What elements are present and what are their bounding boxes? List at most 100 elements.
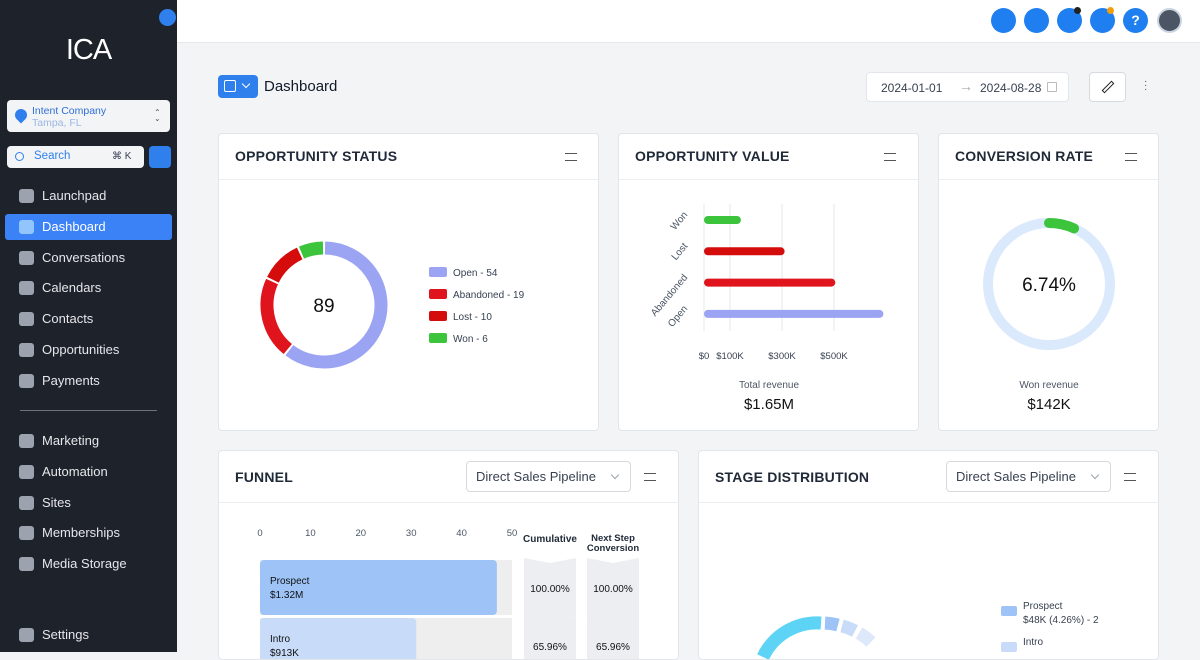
pencil-icon	[1101, 80, 1115, 94]
nav-label: Opportunities	[42, 342, 120, 357]
x-tick-label: 30	[406, 528, 417, 539]
nav-label: Launchpad	[42, 188, 107, 203]
nav-label: Contacts	[42, 311, 94, 327]
sidebar: ICA Intent Company Tampa, FL ⌃ ⌄ Search ⌘…	[0, 0, 177, 652]
x-tick-label: 0	[257, 528, 262, 539]
nav-label: Automation	[42, 463, 108, 479]
date-end: 2024-08-28	[980, 81, 1042, 95]
badge	[1074, 7, 1081, 14]
bar	[260, 618, 417, 659]
y-tick-label: Won	[669, 210, 691, 233]
collapse-button[interactable]	[159, 9, 176, 26]
nav-item[interactable]: Automation	[5, 459, 172, 485]
search-box[interactable]: Search ⌘ K	[7, 146, 144, 168]
nav-icon	[19, 464, 34, 479]
stage-amount: $913K	[270, 648, 299, 659]
conversion-value: 65.96%	[596, 642, 630, 653]
nav-item[interactable]: Sites	[5, 490, 172, 516]
nav-item[interactable]: Payments	[5, 368, 172, 394]
card-title: OPPORTUNITY VALUE	[635, 148, 790, 164]
edit-button[interactable]	[1089, 72, 1126, 102]
pipeline-dropdown[interactable]: Direct Sales Pipeline	[466, 461, 631, 492]
nav-item[interactable]: Calendars	[5, 275, 172, 301]
donut-segment	[260, 278, 293, 355]
card-title: CONVERSION RATE	[955, 148, 1094, 164]
nav-item[interactable]: Dashboard	[5, 213, 172, 240]
legend-swatch	[1001, 642, 1017, 652]
nav-item[interactable]: Settings	[5, 622, 172, 648]
filter-icon[interactable]	[1124, 473, 1136, 481]
x-tick-label: $500K	[820, 351, 848, 362]
filter-icon[interactable]	[565, 153, 577, 161]
card-divider	[619, 179, 918, 180]
nav-icon	[19, 628, 34, 642]
pipeline-dropdown[interactable]: Direct Sales Pipeline	[946, 461, 1111, 492]
nav-label: Dashboard	[42, 218, 106, 234]
card-opportunity-status: OPPORTUNITY STATUS 89 Open - 54 Abandoned …	[218, 133, 599, 431]
legend-label: Abandoned - 19	[453, 290, 525, 301]
legend-swatch	[429, 289, 447, 299]
conversion-cell	[587, 558, 639, 621]
nav-item[interactable]: Media Storage	[5, 551, 172, 577]
more-menu[interactable]: · · ·	[1144, 76, 1148, 95]
stage-name: Intro	[270, 634, 290, 645]
card-stage-distribution: STAGE DISTRIBUTION Direct Sales Pipeline…	[698, 450, 1159, 660]
bar-chart: $0 $100K $300K $500KWonLostAbandonedOpenTot…	[649, 204, 884, 413]
conversion-cell	[524, 616, 576, 659]
chevrons: ⌃ ⌄	[154, 108, 161, 123]
user-button[interactable]	[149, 146, 171, 168]
nav-item[interactable]: Launchpad	[5, 183, 172, 209]
bar	[704, 309, 884, 318]
arrow: →	[959, 78, 973, 94]
filter-icon[interactable]	[1125, 153, 1137, 161]
funnel-chart: 0 10 20 30 40 50 Prospect $1.32M 100.00% 100.00% I…	[257, 528, 639, 659]
nav-icon	[19, 312, 34, 327]
conversion-cell	[587, 616, 639, 659]
nav-label: Conversations	[42, 249, 126, 265]
nav-label: Calendars	[42, 280, 102, 296]
avatar[interactable]	[1157, 8, 1182, 33]
legend-label: Open - 54	[453, 268, 498, 279]
company-switcher[interactable]: Intent Company Tampa, FL ⌃ ⌄	[7, 100, 170, 132]
nav-icon	[19, 526, 34, 541]
donut-segment	[824, 616, 840, 632]
caption: Won revenue	[1019, 380, 1079, 391]
nav-icon	[19, 557, 34, 572]
filter-icon[interactable]	[644, 473, 656, 481]
bar	[704, 278, 836, 287]
divider	[20, 410, 157, 411]
nav-item[interactable]: Conversations	[5, 245, 172, 271]
card-divider	[699, 502, 1158, 503]
nav-label: Sites	[42, 494, 71, 510]
x-tick-label: $0	[699, 351, 710, 362]
filter-icon[interactable]	[884, 153, 896, 161]
phone-icon[interactable]	[1024, 8, 1049, 33]
nav-item[interactable]: Memberships	[5, 520, 172, 546]
x-tick-label: $300K	[768, 351, 796, 362]
nav-item[interactable]: Contacts	[5, 306, 172, 332]
help-icon[interactable]: ?	[1123, 8, 1148, 33]
nav-icon	[19, 281, 34, 296]
nav-icon	[19, 219, 34, 234]
bot-icon[interactable]	[991, 8, 1016, 33]
legend-swatch	[429, 311, 447, 321]
donut-segment	[285, 241, 388, 369]
layout-switcher[interactable]	[218, 75, 258, 98]
x-tick-label: 10	[305, 528, 316, 539]
calendar-icon	[1047, 82, 1057, 92]
nav-item[interactable]: Opportunities	[5, 337, 172, 363]
x-tick-label: 50	[507, 528, 518, 539]
card-divider	[219, 179, 598, 180]
donut-segment	[840, 619, 859, 637]
nav-item[interactable]: Marketing	[5, 428, 172, 454]
donut-segment	[298, 241, 324, 259]
date-range[interactable]: 2024-01-01 → 2024-08-28	[866, 72, 1069, 102]
nav-icon	[19, 189, 34, 203]
caret	[241, 79, 251, 89]
page-title: Dashboard	[264, 78, 338, 95]
legend-label: Won - 6	[453, 334, 488, 345]
card-title: FUNNEL	[235, 469, 293, 485]
x-tick-label: 40	[456, 528, 467, 539]
legend-name: Intro	[1023, 637, 1044, 648]
